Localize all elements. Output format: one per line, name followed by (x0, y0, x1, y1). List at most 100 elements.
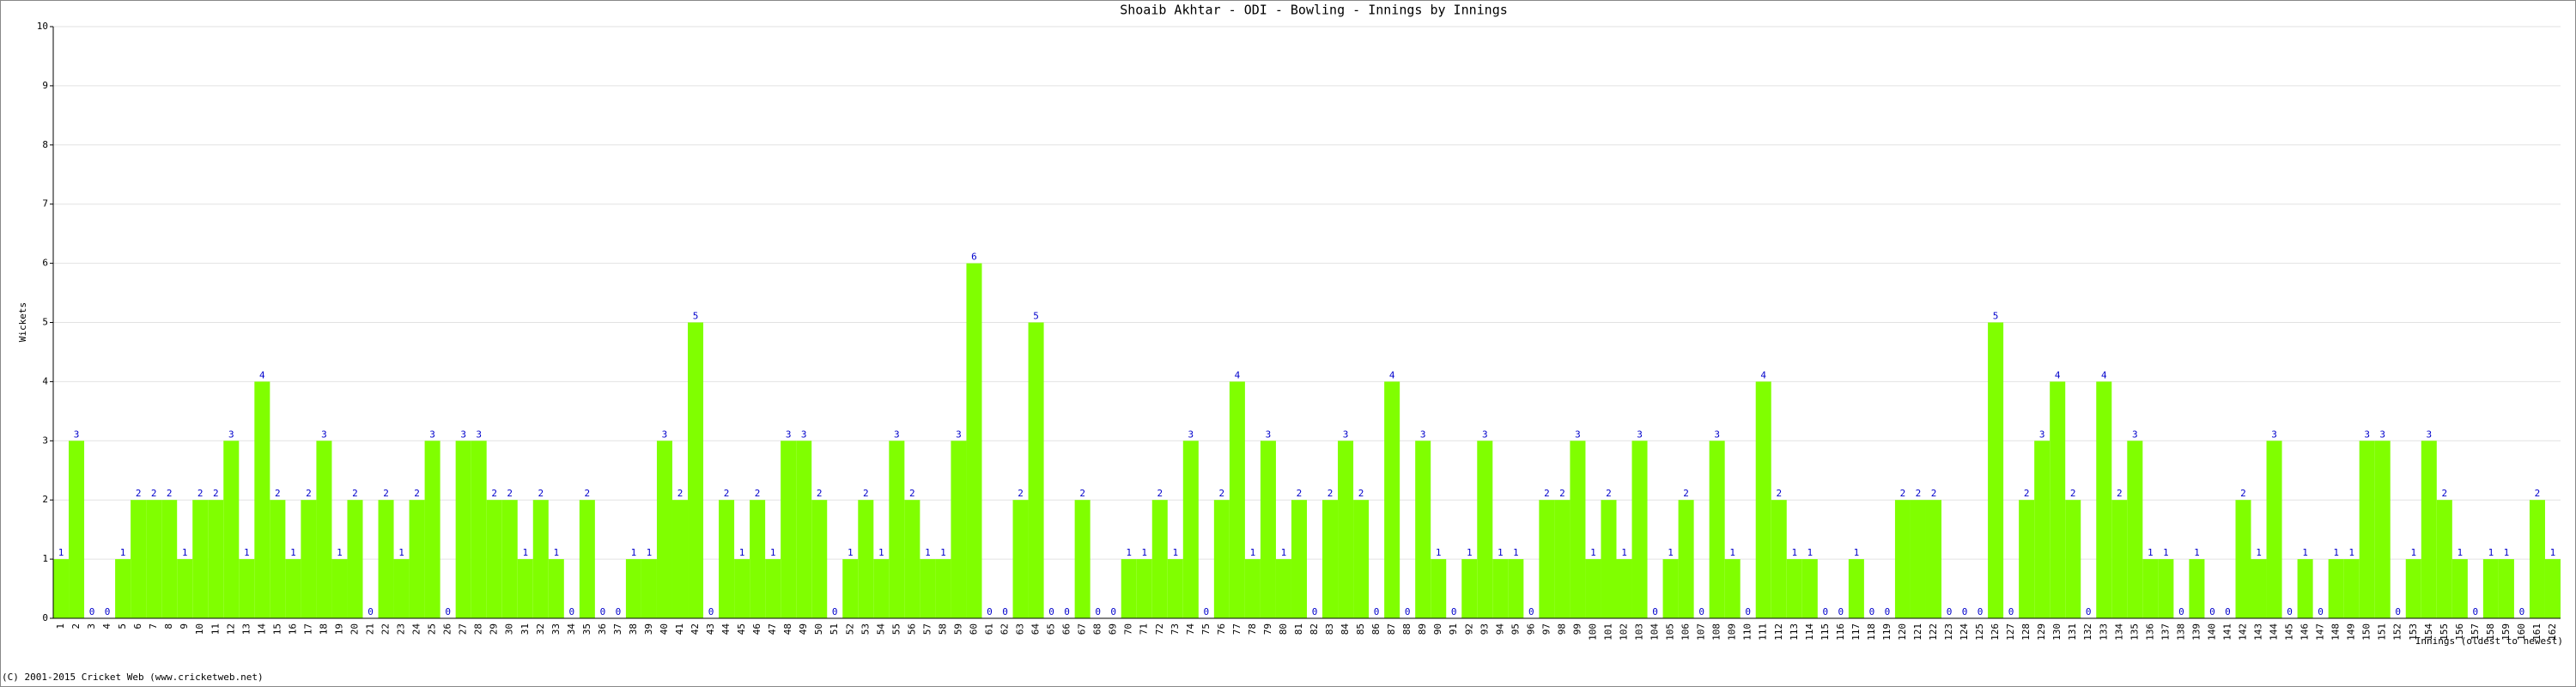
bar (517, 559, 533, 618)
value-label: 3 (1188, 429, 1194, 440)
value-label: 2 (507, 488, 513, 499)
value-label: 3 (74, 429, 80, 440)
x-tick-label: 27 (458, 623, 469, 635)
value-label: 3 (1266, 429, 1272, 440)
bar (656, 441, 672, 618)
value-label: 1 (1668, 547, 1674, 558)
bar (1275, 559, 1291, 618)
value-label: 3 (429, 429, 435, 440)
value-label: 0 (832, 606, 838, 617)
chart-title: Shoaib Akhtar - ODI - Bowling - Innings … (1120, 3, 1508, 18)
value-label: 0 (987, 606, 993, 617)
x-tick-label: 14 (256, 623, 267, 635)
value-label: 1 (337, 547, 343, 558)
bar (935, 559, 951, 618)
x-tick-label: 119 (1881, 623, 1893, 641)
bar (1771, 500, 1787, 618)
bar (1910, 500, 1926, 618)
x-tick-label: 143 (2253, 623, 2264, 641)
y-tick-label: 1 (42, 553, 48, 564)
bar (1260, 441, 1276, 618)
value-label: 0 (2209, 606, 2215, 617)
x-tick-label: 62 (999, 623, 1011, 635)
value-label: 1 (2302, 547, 2308, 558)
bar (1724, 559, 1741, 618)
value-label: 1 (290, 547, 296, 558)
x-tick-label: 116 (1835, 623, 1846, 641)
value-label: 0 (1745, 606, 1751, 617)
x-tick-label: 83 (1324, 623, 1335, 635)
value-label: 2 (2070, 488, 2076, 499)
value-label: 1 (2504, 547, 2510, 558)
x-tick-label: 82 (1309, 623, 1320, 635)
value-label: 0 (2086, 606, 2092, 617)
value-label: 0 (708, 606, 714, 617)
value-label: 3 (476, 429, 482, 440)
value-label: 0 (445, 606, 451, 617)
bar (146, 500, 162, 618)
bar (1894, 500, 1911, 618)
bar (765, 559, 781, 618)
value-label: 2 (2117, 488, 2123, 499)
value-label: 1 (2410, 547, 2416, 558)
x-tick-label: 2 (70, 623, 82, 629)
x-tick-label: 93 (1479, 623, 1490, 635)
x-tick-label: 133 (2098, 623, 2109, 641)
value-label: 0 (105, 606, 111, 617)
y-tick-label: 5 (42, 317, 48, 328)
value-label: 2 (1544, 488, 1550, 499)
value-label: 2 (2024, 488, 2030, 499)
value-label: 1 (2163, 547, 2169, 558)
bar (811, 500, 828, 618)
value-label: 0 (2287, 606, 2293, 617)
bar (1492, 559, 1509, 618)
bar (532, 500, 549, 618)
bar (471, 441, 487, 618)
x-tick-label: 109 (1727, 623, 1738, 641)
x-tick-label: 52 (844, 623, 855, 635)
value-label: 1 (940, 547, 946, 558)
bar (1755, 381, 1771, 618)
value-label: 1 (2256, 547, 2262, 558)
value-label: 0 (1978, 606, 1984, 617)
x-tick-label: 117 (1850, 623, 1862, 641)
value-label: 0 (569, 606, 575, 617)
x-tick-label: 66 (1061, 623, 1072, 635)
x-tick-label: 160 (2516, 623, 2527, 641)
x-tick-label: 94 (1494, 623, 1505, 635)
value-label: 1 (848, 547, 854, 558)
x-tick-label: 146 (2300, 623, 2311, 641)
bar (688, 322, 704, 618)
bar (1709, 441, 1725, 618)
bar (1074, 500, 1091, 618)
bar (1167, 559, 1183, 618)
value-label: 2 (2535, 488, 2541, 499)
x-tick-label: 49 (798, 623, 809, 635)
x-tick-label: 16 (287, 623, 298, 635)
bar (1415, 441, 1431, 618)
x-tick-label: 1 (55, 623, 66, 629)
x-tick-label: 122 (1928, 623, 1939, 641)
value-label: 1 (1126, 547, 1132, 558)
value-label: 4 (2055, 369, 2061, 380)
x-tick-label: 91 (1448, 623, 1459, 635)
x-tick-label: 53 (860, 623, 871, 635)
bar (501, 500, 518, 618)
x-tick-label: 56 (906, 623, 917, 635)
bar (858, 500, 874, 618)
x-tick-label: 99 (1571, 623, 1583, 635)
x-tick-label: 9 (179, 623, 190, 629)
x-tick-label: 44 (720, 623, 732, 635)
x-tick-label: 35 (581, 623, 592, 635)
x-tick-label: 118 (1866, 623, 1877, 641)
value-label: 0 (1698, 606, 1704, 617)
bar (239, 559, 255, 618)
y-tick-label: 10 (37, 21, 48, 32)
x-tick-label: 129 (2036, 623, 2047, 641)
bar (904, 500, 920, 618)
x-tick-label: 13 (240, 623, 252, 635)
x-tick-label: 60 (968, 623, 979, 635)
x-tick-label: 36 (597, 623, 608, 635)
x-axis-label: Innings (oldest to newest) (2415, 635, 2563, 647)
value-label: 3 (321, 429, 327, 440)
